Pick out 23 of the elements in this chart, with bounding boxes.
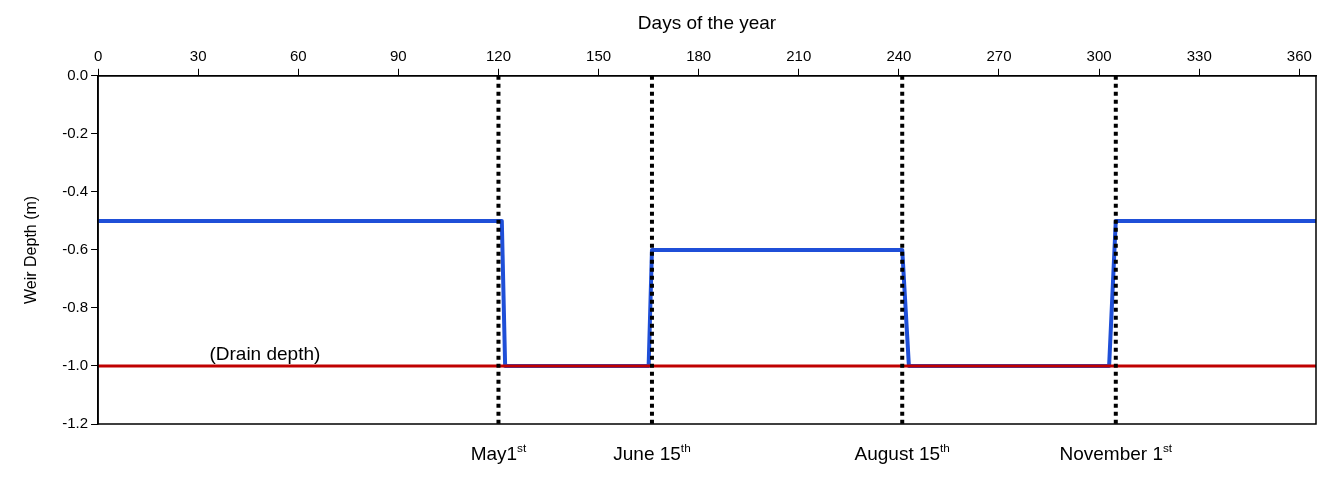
y-tick-label: -0.6 (62, 240, 89, 258)
x-tick-label: 270 (986, 46, 1012, 64)
x-tick-label: 30 (189, 46, 207, 64)
x-axis-title: Days of the year (637, 11, 777, 33)
y-tick-label: -1.0 (62, 356, 89, 374)
x-tick-label: 210 (786, 46, 812, 64)
x-tick-label: 120 (485, 46, 511, 64)
annotation: (Drain depth) (209, 342, 321, 364)
x-tick-label: 180 (686, 46, 712, 64)
y-tick-label: -0.8 (62, 298, 89, 316)
x-tick-label: 360 (1286, 46, 1312, 64)
x-tick-label: 150 (586, 46, 612, 64)
y-axis-title: Weir Depth (m) (22, 195, 40, 304)
y-tick-label: -0.4 (62, 182, 89, 200)
y-tick-label: 0.0 (67, 65, 89, 83)
x-tick-label: 300 (1086, 46, 1112, 64)
x-tick-label: 240 (886, 46, 912, 64)
y-tick-label: -0.2 (62, 123, 89, 141)
x-tick-label: 330 (1186, 46, 1212, 64)
x-tick-label: 60 (289, 46, 307, 64)
x-tick-label: 90 (390, 46, 407, 64)
x-tick-label: 0 (93, 46, 103, 64)
y-tick-label: -1.2 (62, 414, 89, 432)
